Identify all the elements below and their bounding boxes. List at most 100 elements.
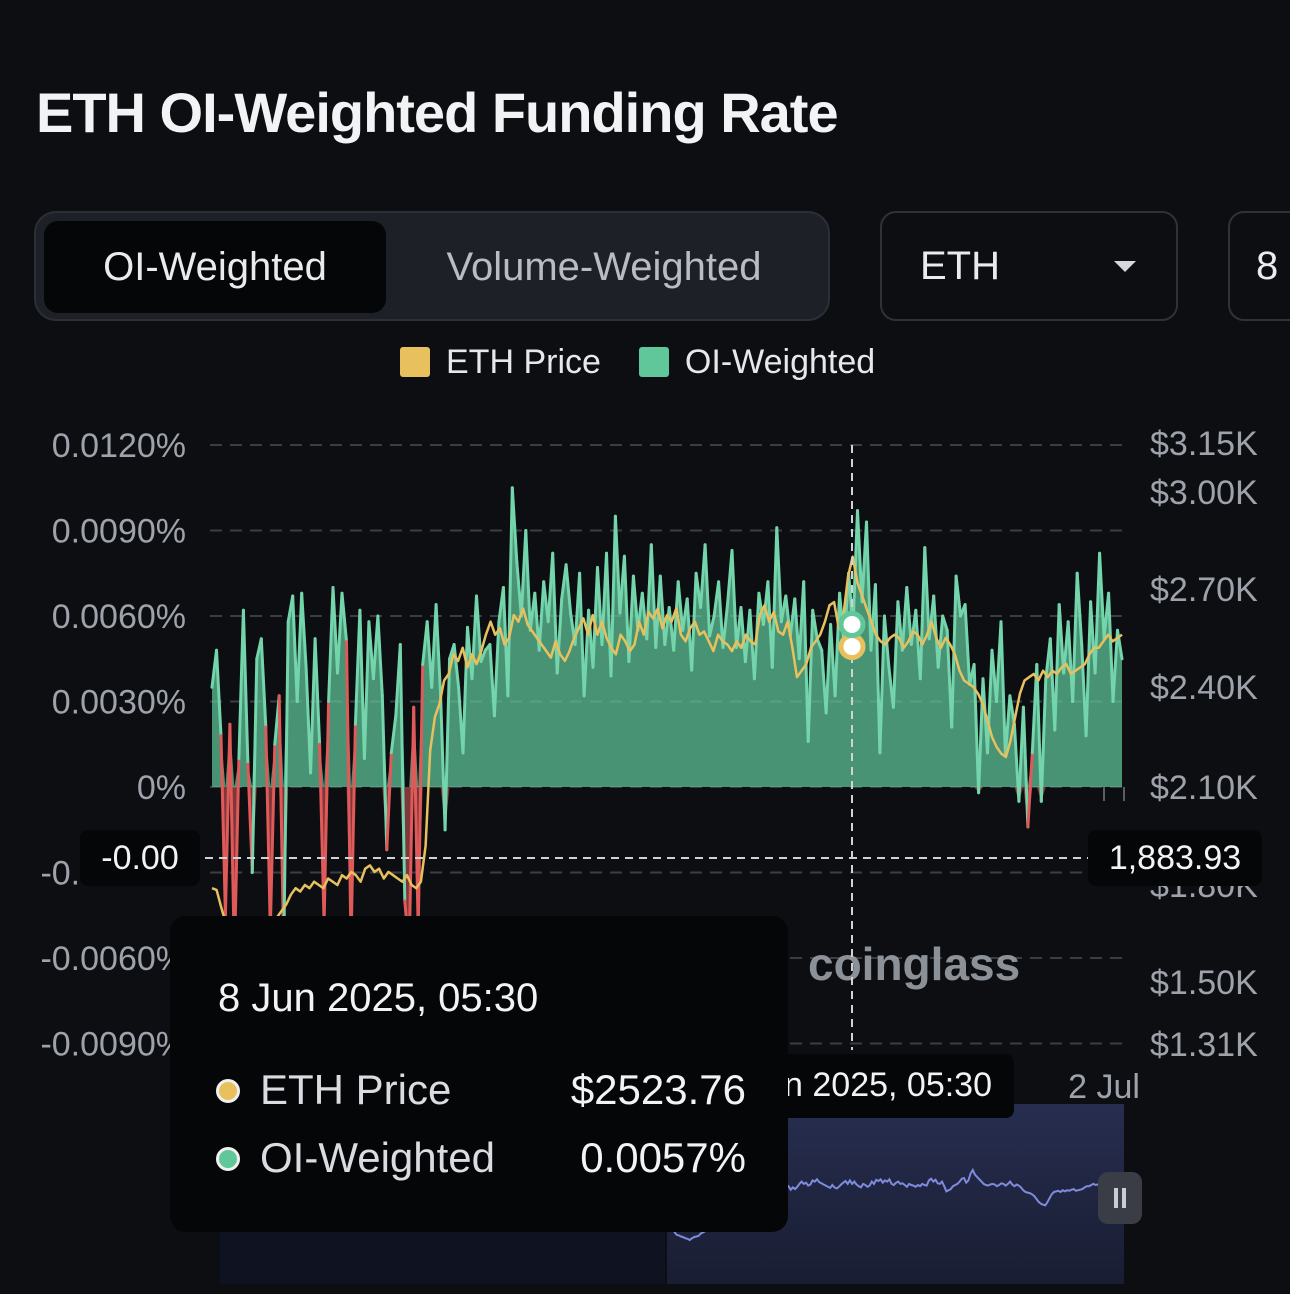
legend-item-oi-weighted[interactable]: OI-Weighted (638, 342, 876, 382)
oi-weighted-line-segment (300, 591, 308, 669)
oi-weighted-line-segment (331, 586, 339, 675)
oi-weighted-line-segment (918, 546, 927, 681)
oi-weighted-line-segment (269, 742, 277, 920)
crosshair-x-value: 8 Jun 2025, 05:30 (780, 1066, 992, 1104)
oi-weighted-line-segment (470, 594, 478, 681)
oi-weighted-line-segment (977, 677, 985, 795)
tooltip-row-oi-weighted: OI-Weighted 0.0057% (216, 1134, 746, 1184)
asset-select[interactable]: ETH (880, 211, 1178, 321)
oi-weighted-line-segment (1075, 571, 1084, 646)
oi-weighted-line-segment (282, 620, 290, 920)
oi-weighted-line-segment (1107, 591, 1115, 703)
oi-weighted-line-segment (443, 657, 452, 832)
y-axis-right-tick: $3.00K (1150, 474, 1258, 512)
oi-weighted-line-segment (385, 751, 393, 852)
oi-weighted-line-segment (1039, 677, 1048, 803)
oi-weighted-line-segment (923, 546, 931, 641)
y-axis-right-tick: $2.40K (1150, 669, 1258, 707)
crosshair-left-value: -0.00 (101, 839, 179, 877)
y-axis-left-tick: 0.0060% (52, 598, 186, 636)
interval-select-value: 8 (1256, 244, 1279, 288)
eth-price-line (211, 555, 1123, 920)
tab-volume-weighted[interactable]: Volume-Weighted (446, 245, 762, 289)
dot-yellow-icon (216, 1079, 240, 1103)
oi-weighted-line-segment (631, 574, 640, 632)
y-axis-left-tick: 0% (137, 769, 186, 807)
crosshair-dot-funding (838, 611, 866, 639)
oi-weighted-line-segment (537, 580, 546, 652)
legend-swatch-oi-weighted (638, 347, 669, 377)
oi-weighted-line-segment (770, 526, 779, 669)
oi-weighted-line-segment (1021, 705, 1030, 829)
oi-weighted-line-segment (1035, 663, 1043, 803)
oi-weighted-line-segment (900, 586, 909, 652)
oi-weighted-line-segment (1053, 603, 1061, 732)
oi-weighted-line-segment (340, 591, 348, 644)
oi-weighted-line-segment (703, 543, 712, 638)
oi-weighted-line-segment (349, 722, 357, 920)
oi-weighted-line-segment (721, 603, 729, 649)
y-axis-left-tick: 0.0030% (52, 684, 186, 722)
y-axis-right-tick: $1.50K (1150, 964, 1258, 1002)
oi-weighted-line-segment (452, 643, 461, 689)
y-axis-right-tick: $2.70K (1150, 571, 1258, 609)
asset-select-value: ETH (920, 244, 1000, 288)
oi-weighted-line-segment (1093, 551, 1102, 675)
chart-tooltip: 8 Jun 2025, 05:30 ETH Price $2523.76 OI-… (170, 916, 788, 1232)
oi-weighted-line-segment (1098, 551, 1106, 641)
oi-weighted-line-segment (461, 625, 469, 755)
navigator-handle[interactable] (1098, 1172, 1142, 1224)
oi-weighted-line-segment (1084, 600, 1093, 738)
crosshair-right-label: 1,883.93 (1088, 830, 1262, 886)
oi-weighted-line-segment (551, 551, 559, 675)
oi-weighted-line-segment (408, 705, 416, 920)
tooltip-series-name: OI-Weighted (260, 1134, 495, 1181)
oi-weighted-line-segment (717, 580, 725, 649)
oi-weighted-line-segment (932, 594, 940, 669)
y-axis-right-tick: $2.10K (1150, 769, 1258, 807)
oi-weighted-line-segment (676, 580, 685, 632)
coinglass-watermark: coinglass (808, 938, 1020, 990)
handle-grip-icon (1122, 1188, 1126, 1208)
tooltip-row-eth-price: ETH Price $2523.76 (216, 1066, 746, 1116)
oi-weighted-line-segment (327, 586, 335, 703)
oi-weighted-line-segment (972, 663, 981, 795)
y-axis-left-tick: -0.0090% (40, 1026, 186, 1064)
interval-select[interactable]: 8 (1228, 211, 1290, 321)
legend-label: OI-Weighted (684, 342, 876, 381)
oi-weighted-line-segment (739, 606, 747, 664)
oi-weighted-line-segment (708, 614, 716, 638)
oi-weighted-line-segment (815, 637, 824, 652)
oi-weighted-line-segment (313, 637, 322, 746)
oi-weighted-line-segment (492, 620, 501, 718)
oi-weighted-line-segment (241, 608, 250, 766)
tooltip-series-name: ETH Price (260, 1066, 452, 1113)
y-axis-right-tick: $1.31K (1150, 1026, 1258, 1064)
tooltip-series-value: 0.0057% (580, 1134, 746, 1181)
tab-oi-weighted[interactable]: OI-Weighted (44, 221, 386, 313)
legend-label: ETH Price (446, 342, 601, 381)
oi-weighted-line-segment (986, 648, 994, 755)
oi-weighted-line-segment (806, 608, 815, 743)
oi-weighted-line-segment (613, 514, 622, 615)
oi-weighted-line-segment (250, 657, 259, 874)
oi-weighted-line-segment (215, 648, 223, 738)
oi-weighted-line-segment (649, 543, 658, 649)
oi-weighted-line-segment (564, 563, 573, 615)
crosshair-dot-price (838, 633, 866, 661)
x-axis-label-end: 2 Jul (1068, 1068, 1140, 1106)
legend-item-eth-price[interactable]: ETH Price (400, 343, 601, 382)
oi-weighted-line-segment (524, 529, 532, 632)
oi-weighted-line-segment (856, 509, 864, 604)
oi-weighted-line-segment (259, 637, 268, 729)
crosshair-left-label: -0.00 (80, 830, 200, 886)
oi-weighted-line-segment (1116, 628, 1124, 661)
handle-grip-icon (1114, 1188, 1118, 1208)
tooltip-series-value: $2523.76 (570, 1066, 746, 1113)
oi-weighted-line-segment (403, 899, 408, 920)
oi-weighted-line-segment (873, 583, 882, 755)
oi-weighted-line-segment (627, 574, 635, 664)
chevron-down-icon (1114, 261, 1136, 272)
oi-weighted-line-segment (999, 620, 1007, 758)
